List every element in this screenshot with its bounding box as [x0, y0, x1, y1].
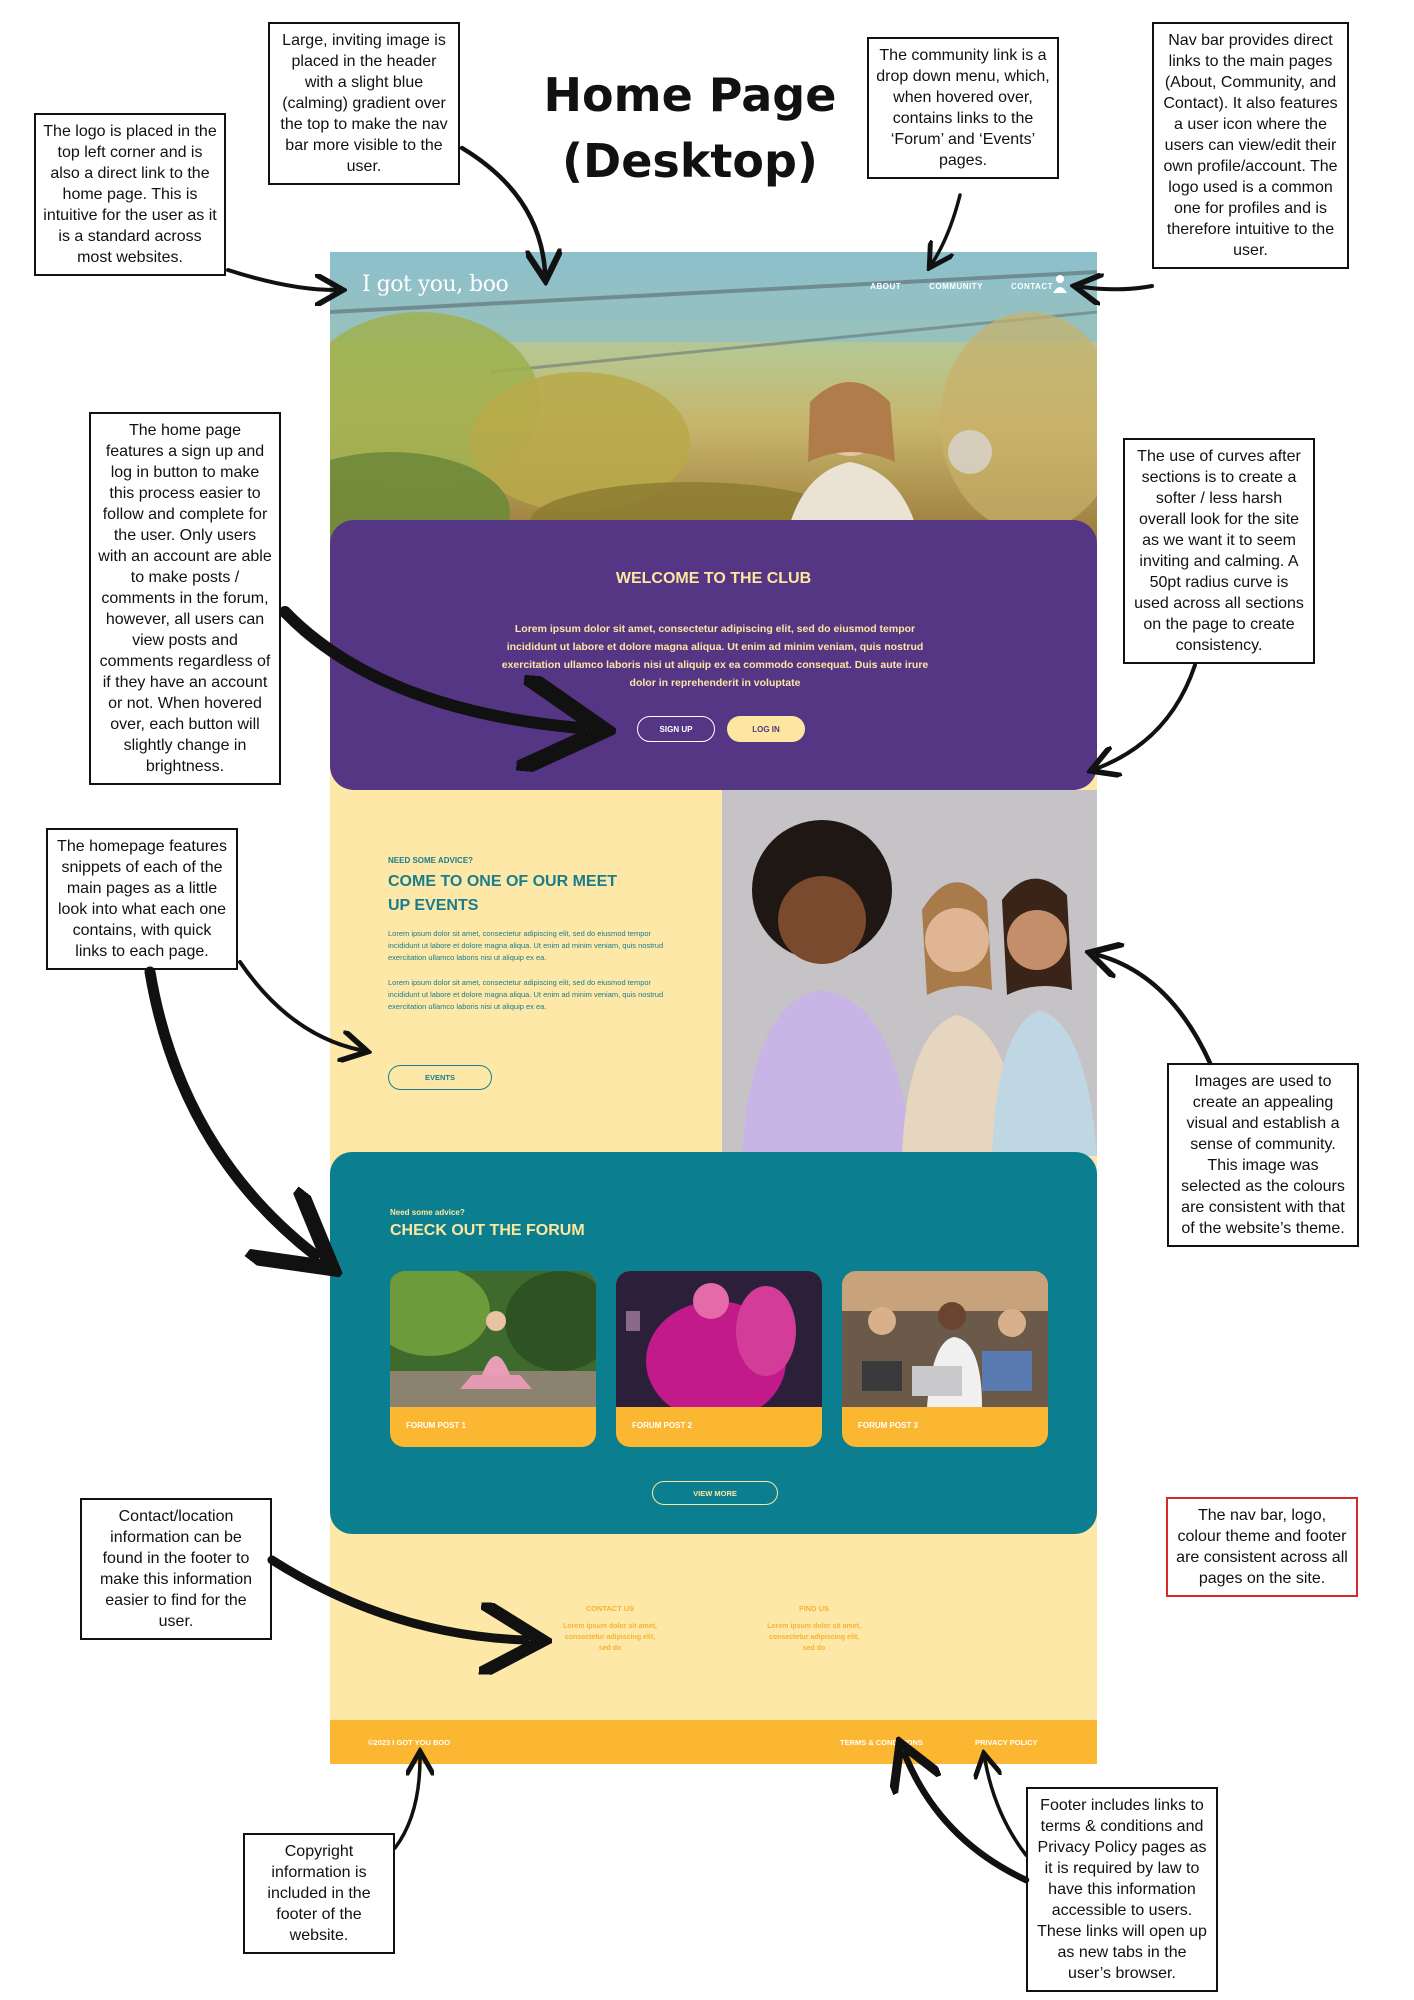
find-us-column: FIND US Lorem ipsum dolor sit amet, cons…: [764, 1604, 864, 1654]
forum-post-card-3[interactable]: FORUM POST 3: [842, 1271, 1048, 1447]
login-button[interactable]: LOG IN: [727, 716, 805, 742]
forum-post-image-1: [390, 1271, 596, 1407]
events-section: NEED SOME ADVICE? COME TO ONE OF OUR MEE…: [330, 790, 1097, 1156]
site-logo[interactable]: I got you, boo: [362, 272, 509, 297]
note-hero-image: Large, inviting image is placed in the h…: [268, 22, 460, 185]
forum-title: CHECK OUT THE FORUM: [390, 1222, 585, 1239]
note-snippets: The homepage features snippets of each o…: [46, 828, 238, 970]
contact-body: Lorem ipsum dolor sit amet, consectetur …: [563, 1623, 657, 1652]
diagram-title-line2: (Desktop): [562, 134, 818, 188]
homepage-mockup: I got you, boo ABOUT COMMUNITY CONTACT W…: [330, 252, 1097, 1764]
find-body: Lorem ipsum dolor sit amet, consectetur …: [767, 1623, 861, 1652]
events-button[interactable]: EVENTS: [388, 1065, 492, 1090]
forum-post-label-1: FORUM POST 1: [406, 1421, 467, 1430]
footer-bar: ©2023 I GOT YOU BOO TERMS & CONDITIONS P…: [330, 1720, 1097, 1764]
arrow-images: [1098, 955, 1213, 1066]
contact-us-column: CONTACT US Lorem ipsum dolor sit amet, c…: [560, 1604, 660, 1654]
welcome-body: Lorem ipsum dolor sit amet, consectetur …: [501, 623, 929, 689]
note-contact-footer: Contact/location information can be foun…: [80, 1498, 272, 1640]
note-community-dropdown: The community link is a drop down menu, …: [867, 37, 1059, 179]
signup-button[interactable]: SIGN UP: [637, 716, 715, 742]
forum-post-image-2: [616, 1271, 822, 1407]
privacy-link[interactable]: PRIVACY POLICY: [975, 1738, 1038, 1747]
forum-kicker: Need some advice?: [390, 1208, 465, 1217]
hero-image: I got you, boo ABOUT COMMUNITY CONTACT: [330, 252, 1097, 542]
welcome-section: WELCOME TO THE CLUB Lorem ipsum dolor si…: [330, 520, 1097, 790]
note-signup-login: The home page features a sign up and log…: [89, 412, 281, 785]
note-consistency: The nav bar, logo, colour theme and foot…: [1166, 1497, 1358, 1597]
diagram-title-line1: Home Page: [543, 68, 837, 122]
arrow-footer-privacy: [985, 1760, 1028, 1857]
diagram-title: Home Page (Desktop): [540, 62, 840, 194]
user-icon[interactable]: [1053, 274, 1067, 294]
events-kicker: NEED SOME ADVICE?: [388, 856, 474, 865]
view-more-button[interactable]: VIEW MORE: [652, 1481, 778, 1505]
community-photo: [722, 790, 1097, 1156]
welcome-title: WELCOME TO THE CLUB: [615, 570, 812, 587]
forum-post-image-3: [842, 1271, 1048, 1407]
forum-post-card-2[interactable]: FORUM POST 2: [616, 1271, 822, 1447]
forum-post-label-3: FORUM POST 3: [858, 1421, 919, 1430]
community-photo-scene: [722, 790, 1097, 1156]
terms-link[interactable]: TERMS & CONDITIONS: [840, 1738, 923, 1747]
arrow-footer-terms: [905, 1755, 1030, 1884]
nav-bar: ABOUT COMMUNITY CONTACT: [870, 282, 1053, 291]
events-body-2: Lorem ipsum dolor sit amet, consectetur …: [388, 978, 664, 1011]
arrow-snippets-forum: [144, 966, 315, 1255]
arrow-curves: [1098, 663, 1197, 768]
nav-contact[interactable]: CONTACT: [1010, 282, 1053, 291]
note-images: Images are used to create an appealing v…: [1167, 1063, 1359, 1247]
forum-post-card-1[interactable]: FORUM POST 1: [390, 1271, 596, 1447]
note-footer-links: Footer includes links to terms & conditi…: [1026, 1787, 1218, 1992]
events-body-1: Lorem ipsum dolor sit amet, consectetur …: [388, 929, 664, 962]
events-title: COME TO ONE OF OUR MEET UP EVENTS: [388, 873, 618, 914]
nav-about[interactable]: ABOUT: [870, 282, 902, 291]
arrow-copyright: [393, 1758, 420, 1850]
nav-community[interactable]: COMMUNITY: [929, 282, 983, 291]
note-curves: The use of curves after sections is to c…: [1123, 438, 1315, 664]
note-copyright: Copyright information is included in the…: [243, 1833, 395, 1954]
note-logo: The logo is placed in the top left corne…: [34, 113, 226, 276]
contact-heading: CONTACT US: [585, 1604, 635, 1613]
copyright-text: ©2023 I GOT YOU BOO: [368, 1738, 451, 1747]
arrow-logo: [226, 268, 335, 290]
find-heading: FIND US: [799, 1604, 829, 1613]
forum-post-label-2: FORUM POST 2: [632, 1421, 693, 1430]
forum-section: Need some advice? CHECK OUT THE FORUM FO…: [330, 1152, 1097, 1534]
note-nav-bar: Nav bar provides direct links to the mai…: [1152, 22, 1349, 269]
